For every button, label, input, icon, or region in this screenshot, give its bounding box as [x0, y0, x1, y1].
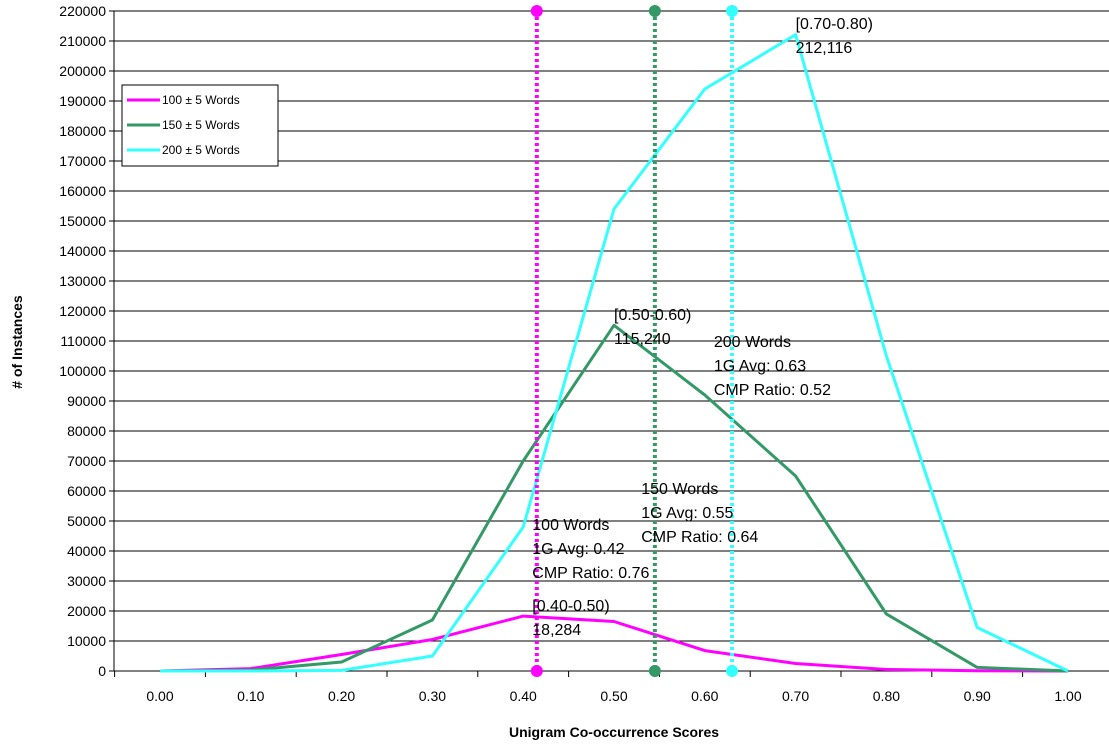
reference-marker-bottom: [726, 665, 739, 677]
y-tick-label: 170000: [59, 153, 106, 169]
series-line-2: [159, 323, 1069, 673]
y-tick-label: 50000: [67, 513, 106, 529]
reference-marker-top: [530, 5, 543, 17]
x-tick-labels: 0.00 0.10 0.20 0.30 0.40 0.50 0.60 0.70 0.80 0.90…: [146, 688, 1081, 704]
annotation-line: [0.50-0.60): [614, 307, 691, 324]
reference-marker-bottom: [648, 665, 661, 677]
y-tick-label: 60000: [67, 483, 106, 499]
x-tick-label: 0.30: [419, 688, 446, 704]
x-tick-label: 0.00: [146, 688, 173, 704]
annotation-line: CMP Ratio: 0.52: [714, 382, 831, 399]
annotation-line: 100 Words: [532, 517, 609, 534]
series-line-3: [160, 33, 1069, 673]
legend-label: 100 ± 5 Words: [162, 93, 240, 107]
annotation-line: 150 Words: [641, 481, 718, 498]
y-tick-label: 200000: [59, 63, 106, 79]
y-tick-label: 150000: [59, 213, 106, 229]
y-tick-label: 70000: [67, 453, 106, 469]
annotation-line: 1G Avg: 0.63: [714, 358, 806, 375]
y-tick-label: 190000: [59, 93, 106, 109]
reference-marker-top: [726, 5, 739, 17]
legend-label: 150 ± 5 Words: [162, 118, 240, 132]
series-line-1: [159, 614, 1069, 673]
reference-marker-bottom: [530, 665, 543, 677]
x-axis-title: Unigram Co-occurrence Scores: [509, 724, 719, 740]
x-tick-label: 0.80: [873, 688, 900, 704]
annotation-line: 200 Words: [714, 334, 791, 351]
y-tick-label: 140000: [59, 243, 106, 259]
y-tick-label: 40000: [67, 543, 106, 559]
x-tick-label: 0.90: [964, 688, 991, 704]
y-tick-label: 10000: [67, 633, 106, 649]
legend: 100 ± 5 Words 150 ± 5 Words 200 ± 5 Words: [121, 84, 279, 167]
annotation-line: 115,240: [614, 331, 671, 348]
annotation-line: 18,284: [532, 622, 581, 639]
annotation-line: CMP Ratio: 0.64: [641, 529, 758, 546]
annotation-line: 1G Avg: 0.42: [532, 541, 624, 558]
x-tick-label: 0.60: [691, 688, 718, 704]
annotation-line: 1G Avg: 0.55: [641, 505, 733, 522]
annotation-line: CMP Ratio: 0.76: [532, 565, 649, 582]
y-tick-label: 90000: [67, 393, 106, 409]
x-tick-label: 0.10: [237, 688, 264, 704]
annotation-line: [0.70-0.80): [796, 16, 873, 33]
x-tick-label: 0.70: [782, 688, 809, 704]
y-tick-label: 30000: [67, 573, 106, 589]
y-tick-label: 0: [98, 663, 106, 679]
y-axis-title: # of Instances: [9, 295, 25, 389]
x-tick-label: 1.00: [1054, 688, 1081, 704]
y-tick-label: 160000: [59, 183, 106, 199]
y-tick-label: 110000: [60, 333, 106, 349]
y-tick-label: 20000: [67, 603, 106, 619]
x-tick-label: 0.20: [328, 688, 355, 704]
y-tick-label: 80000: [67, 423, 106, 439]
annotations: [0.40-0.50) 18,284 100 Words 1G Avg: 0.42 CM…: [532, 16, 873, 639]
y-tick-label: 210000: [59, 33, 106, 49]
y-tick-label: 220000: [59, 3, 106, 19]
reference-lines: [530, 5, 739, 677]
annotation-line: 212,116: [796, 40, 853, 57]
legend-label: 200 ± 5 Words: [162, 143, 240, 157]
y-tick-labels: 0 10000 20000 30000 40000 50000 60000 70000 8000…: [59, 3, 106, 679]
grid-lines: [109, 10, 1109, 672]
reference-marker-top: [648, 5, 661, 17]
y-tick-label: 120000: [59, 303, 106, 319]
annotation-line: [0.40-0.50): [532, 598, 609, 615]
y-tick-label: 130000: [59, 273, 106, 289]
y-tick-label: 180000: [59, 123, 106, 139]
series-lines: [159, 33, 1069, 673]
x-tick-label: 0.50: [600, 688, 627, 704]
x-tick-label: 0.40: [510, 688, 537, 704]
y-tick-label: 100000: [59, 363, 106, 379]
